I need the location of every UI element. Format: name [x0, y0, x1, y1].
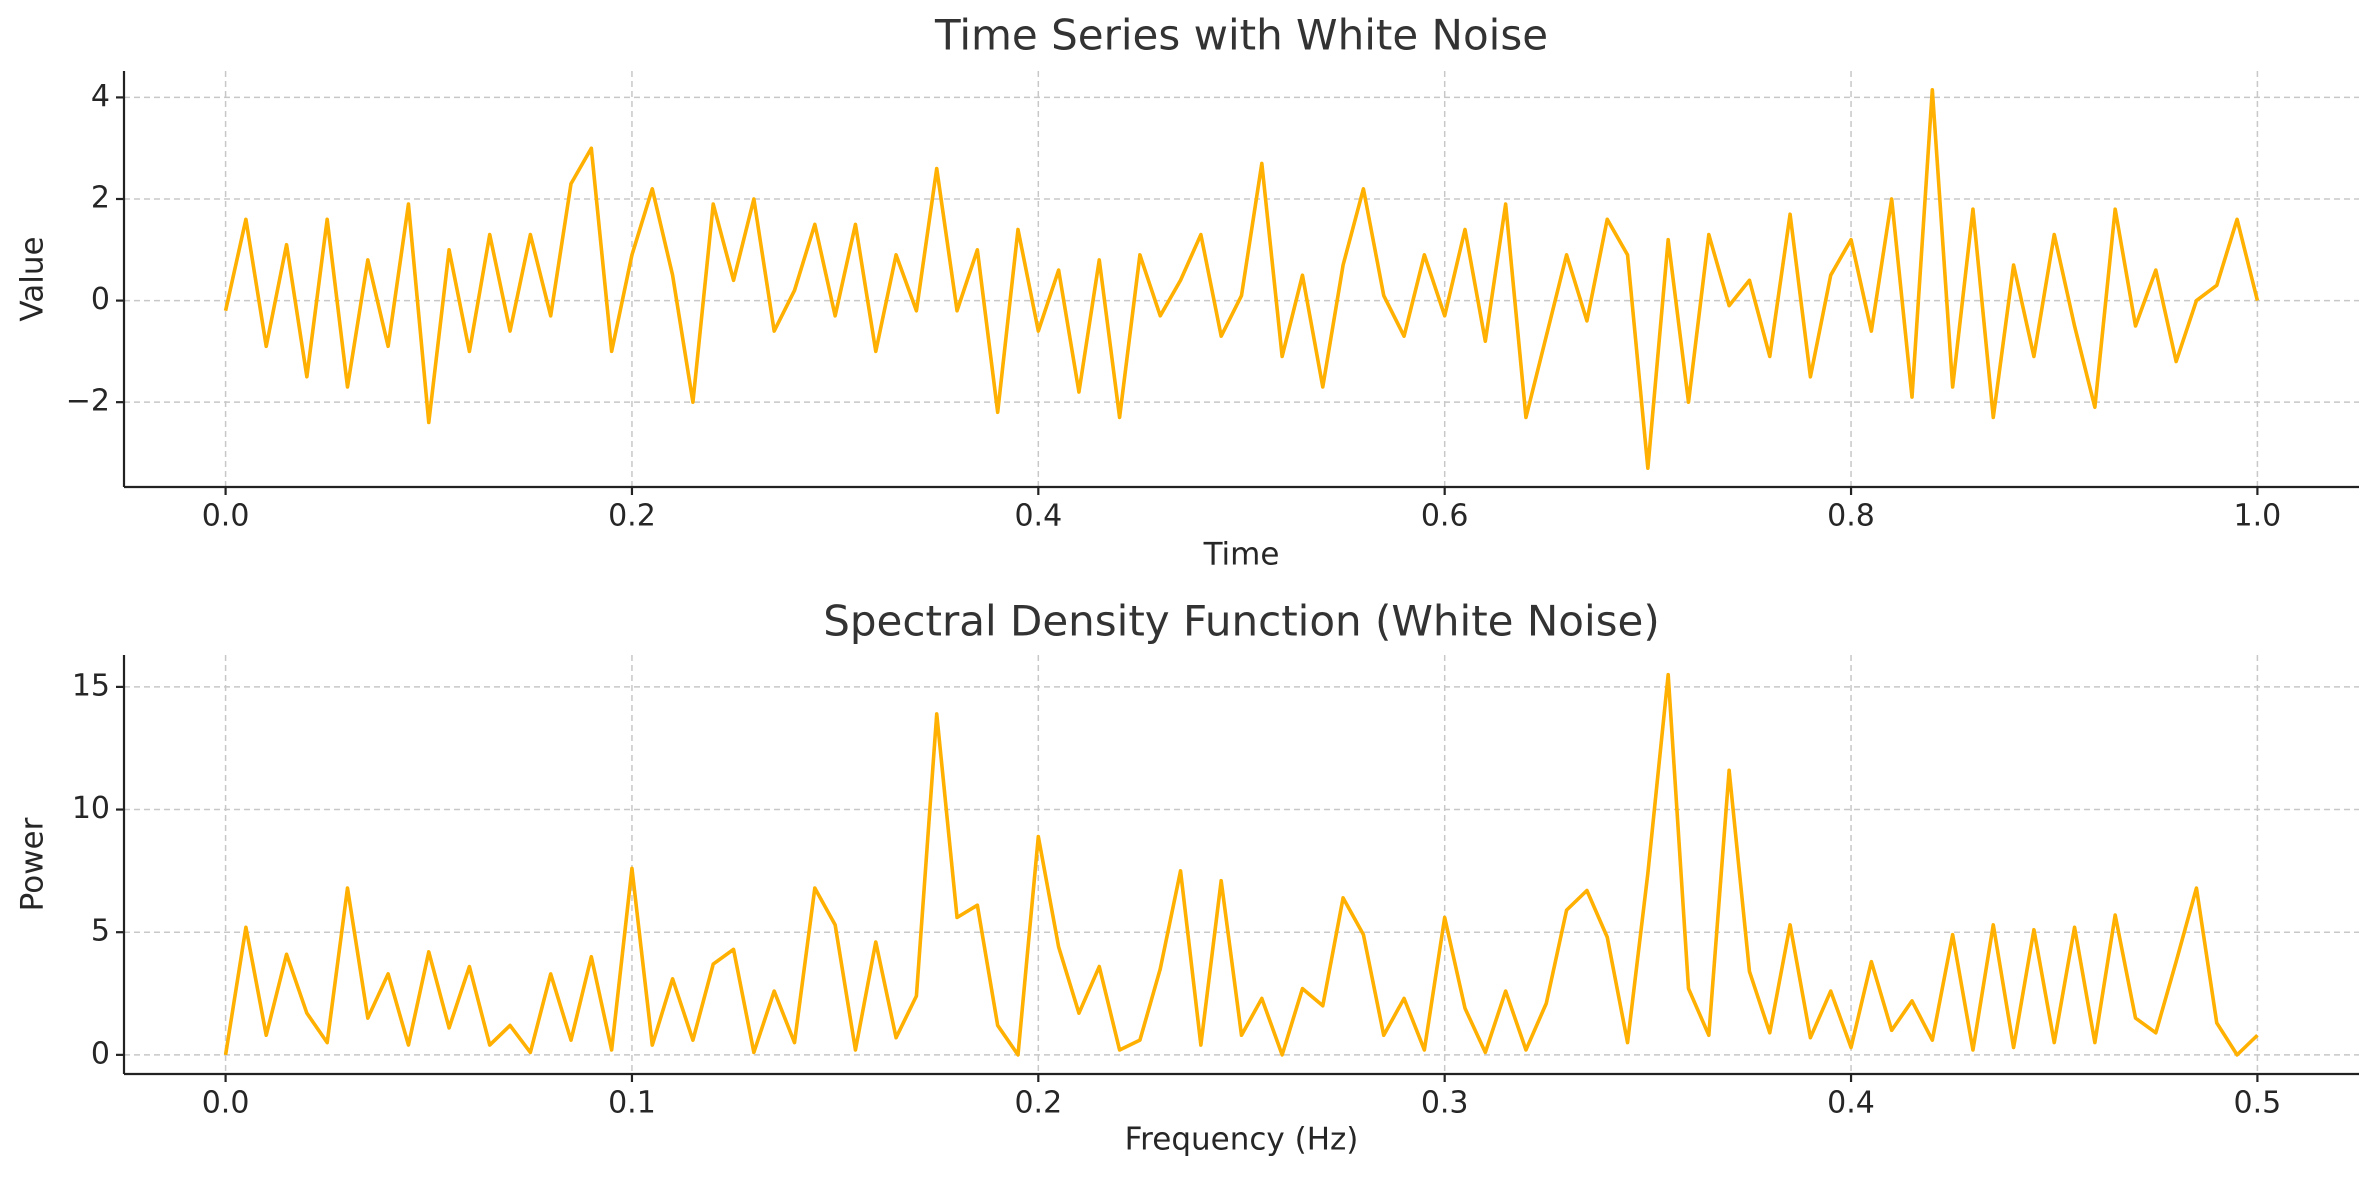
y-tick-label: −2 — [66, 384, 110, 419]
x-tick-label: 0.2 — [608, 499, 656, 534]
y-tick-label: 4 — [91, 79, 110, 114]
x-tick-label: 1.0 — [2234, 499, 2282, 534]
x-tick-label: 0.2 — [1014, 1086, 1062, 1121]
x-tick-label: 0.4 — [1014, 499, 1062, 534]
y-tick-label: 10 — [72, 791, 110, 826]
y-axis-label: Value — [15, 236, 51, 321]
y-tick-label: 0 — [91, 282, 110, 317]
x-tick-label: 0.4 — [1827, 1086, 1875, 1121]
x-tick-label: 0.5 — [2234, 1086, 2282, 1121]
x-axis-label: Frequency (Hz) — [1125, 1122, 1359, 1158]
x-tick-label: 0.0 — [202, 499, 250, 534]
y-tick-label: 15 — [72, 668, 110, 703]
y-tick-label: 2 — [91, 181, 110, 216]
y-tick-label: 0 — [91, 1036, 110, 1071]
x-tick-label: 0.8 — [1827, 499, 1875, 534]
x-tick-label: 0.1 — [608, 1086, 656, 1121]
data-line — [223, 672, 2259, 1057]
x-tick-label: 0.0 — [202, 1086, 250, 1121]
y-tick-label: 5 — [91, 914, 110, 949]
y-axis-label: Power — [15, 817, 51, 911]
chart-title: Spectral Density Function (White Noise) — [823, 597, 1660, 646]
x-tick-label: 0.6 — [1421, 499, 1469, 534]
x-axis-label: Time — [1203, 537, 1280, 573]
chart-title: Time Series with White Noise — [934, 11, 1548, 60]
x-tick-label: 0.3 — [1421, 1086, 1469, 1121]
data-line — [223, 87, 2260, 471]
